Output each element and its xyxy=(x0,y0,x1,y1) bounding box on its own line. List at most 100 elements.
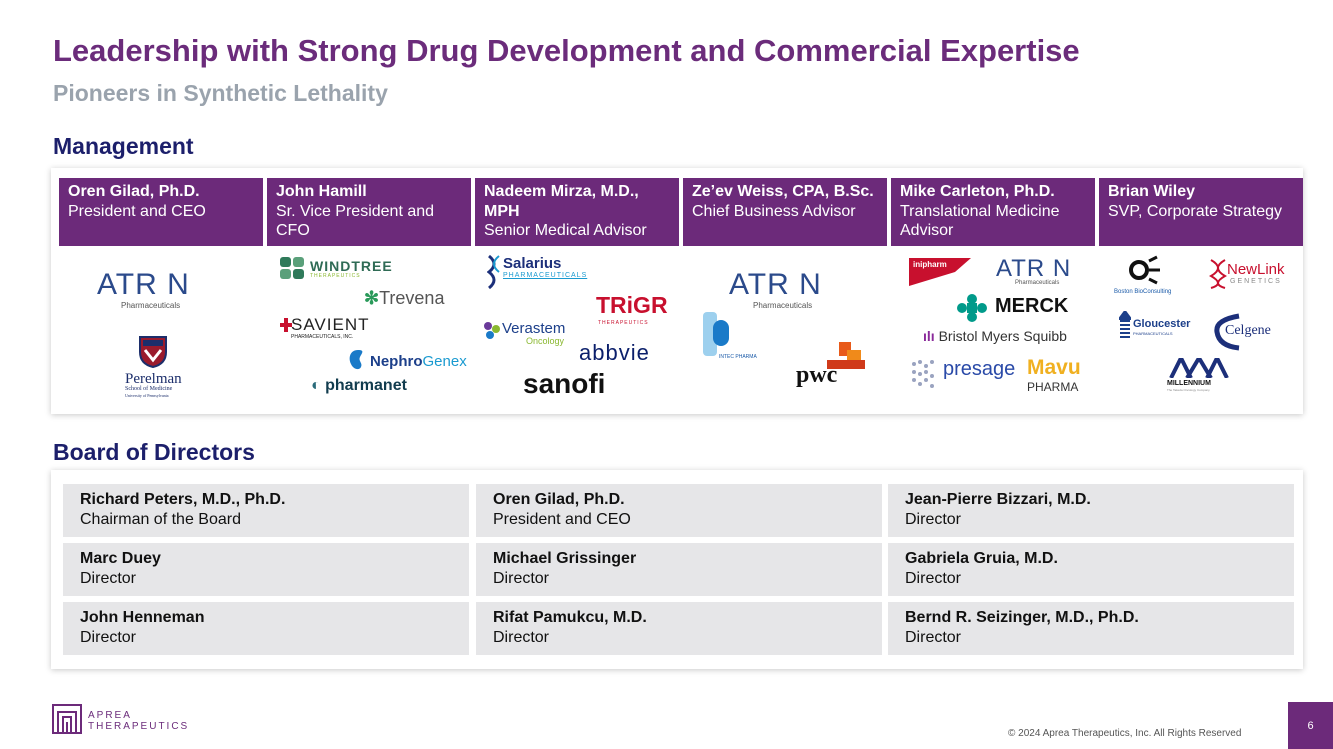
member-role: President and CEO xyxy=(493,511,631,528)
member-role: Chairman of the Board xyxy=(80,511,241,528)
company-logos: ATR N Pharmaceuticals Perelman School of… xyxy=(59,246,263,404)
page-subtitle: Pioneers in Synthetic Lethality xyxy=(53,80,388,106)
trevena-logo: ✻Trevena xyxy=(364,288,445,308)
page-title: Leadership with Strong Drug Development … xyxy=(53,33,1080,68)
management-card-header: John Hamill Sr. Vice President and CFO xyxy=(267,178,471,246)
verastem-logo-sub: Oncology xyxy=(526,336,565,346)
aprea-brand: APREA THERAPEUTICS xyxy=(88,710,189,732)
company-logos: inipharm ATR N Pharmaceuticals MERCK ılı… xyxy=(891,246,1095,404)
intec-pill-icon xyxy=(701,312,731,361)
trigr-logo-sub: THERAPEUTICS xyxy=(598,320,649,326)
member-name: Bernd R. Seizinger, M.D., Ph.D. xyxy=(905,609,1139,626)
board-member: Jean-Pierre Bizzari, M.D. Director xyxy=(888,484,1294,537)
penn-shield-icon xyxy=(139,336,167,373)
board-member: Michael Grissinger Director xyxy=(476,543,882,596)
perelman-logo: Perelman xyxy=(125,371,182,387)
atrin-logo-sub: Pharmaceuticals xyxy=(753,301,813,310)
windtree-logo: WINDTREE xyxy=(310,258,393,274)
savient-cross-icon xyxy=(280,318,292,337)
person-role: President and CEO xyxy=(68,202,206,220)
person-role: SVP, Corporate Strategy xyxy=(1108,202,1283,220)
board-member: Rifat Pamukcu, M.D. Director xyxy=(476,602,882,655)
salarius-logo: Salarius xyxy=(503,255,562,272)
gloucester-logo: Gloucester xyxy=(1133,318,1191,330)
person-role: Chief Business Advisor xyxy=(692,202,856,220)
aprea-brand-line2: THERAPEUTICS xyxy=(88,721,190,732)
board-panel: Richard Peters, M.D., Ph.D. Chairman of … xyxy=(51,470,1303,669)
member-name: Marc Duey xyxy=(80,550,161,567)
page-number: 6 xyxy=(1288,702,1333,749)
atrin-logo: ATR N xyxy=(97,268,190,301)
company-logos: Salarius PHARMACEUTICALS TRiGR THERAPEUT… xyxy=(475,246,679,404)
person-name: Oren Gilad, Ph.D. xyxy=(68,183,200,200)
management-card-header: Mike Carleton, Ph.D. Translational Medic… xyxy=(891,178,1095,246)
management-card-header: Ze’ev Weiss, CPA, B.Sc. Chief Business A… xyxy=(683,178,887,246)
pwc-logo: pwc xyxy=(796,362,838,388)
nephrogenex-logo-a: Nephro xyxy=(370,353,423,370)
management-card-header: Nadeem Mirza, M.D., MPH Senior Medical A… xyxy=(475,178,679,246)
board-member: Oren Gilad, Ph.D. President and CEO xyxy=(476,484,882,537)
board-member: Bernd R. Seizinger, M.D., Ph.D. Director xyxy=(888,602,1294,655)
company-logos: ATR N Pharmaceuticals INTEC PHARMA pwc xyxy=(683,246,887,404)
management-card: Nadeem Mirza, M.D., MPH Senior Medical A… xyxy=(475,178,679,404)
millennium-logo: MILLENNIUM xyxy=(1167,380,1211,387)
atrin-logo-sub: Pharmaceuticals xyxy=(121,301,181,310)
member-name: Michael Grissinger xyxy=(493,550,637,567)
management-panel: Oren Gilad, Ph.D. President and CEO ATR … xyxy=(51,168,1303,414)
person-name: Brian Wiley xyxy=(1108,183,1195,200)
savient-logo: SAVIENT xyxy=(291,315,370,334)
inipharm-logo: inipharm xyxy=(913,260,947,269)
atrin-logo: ATR N xyxy=(729,268,822,301)
bms-logo: ılı Bristol Myers Squibb xyxy=(923,328,1067,344)
copyright-text: © 2024 Aprea Therapeutics, Inc. All Righ… xyxy=(1008,728,1242,739)
person-name: Mike Carleton, Ph.D. xyxy=(900,183,1055,200)
pwc-blocks-icon xyxy=(827,342,867,375)
member-name: Jean-Pierre Bizzari, M.D. xyxy=(905,491,1091,508)
member-role: Director xyxy=(80,570,137,587)
board-member: Gabriela Gruia, M.D. Director xyxy=(888,543,1294,596)
member-role: Director xyxy=(905,629,962,646)
salarius-logo-sub: PHARMACEUTICALS xyxy=(503,272,588,279)
newlink-dna-icon xyxy=(1208,258,1228,295)
management-card: Brian Wiley SVP, Corporate Strategy Bost… xyxy=(1099,178,1303,404)
intec-logo: INTEC PHARMA xyxy=(719,354,757,360)
member-role: Director xyxy=(493,570,550,587)
atrin-logo-sub: Pharmaceuticals xyxy=(1015,280,1060,286)
management-card: Ze’ev Weiss, CPA, B.Sc. Chief Business A… xyxy=(683,178,887,404)
newlink-logo: NewLink xyxy=(1227,261,1285,278)
sanofi-logo: sanofi xyxy=(523,368,606,399)
management-card-header: Oren Gilad, Ph.D. President and CEO xyxy=(59,178,263,246)
gloucester-icon xyxy=(1117,309,1133,344)
perelman-logo-sub2: University of Pennsylvania xyxy=(125,393,169,398)
board-member: Richard Peters, M.D., Ph.D. Chairman of … xyxy=(63,484,469,537)
atrin-logo: ATR N xyxy=(996,255,1072,282)
nephrogenex-logo: NephroGenex xyxy=(370,353,467,370)
merck-icon xyxy=(957,294,987,327)
merck-logo: MERCK xyxy=(995,295,1069,317)
board-member: Marc Duey Director xyxy=(63,543,469,596)
aprea-brand-line1: APREA xyxy=(88,710,132,721)
celgene-logo: Celgene xyxy=(1225,323,1271,338)
board-member: John Henneman Director xyxy=(63,602,469,655)
verastem-icon xyxy=(483,320,501,345)
member-name: John Henneman xyxy=(80,609,205,626)
boston-bioconsulting-icon xyxy=(1129,255,1161,290)
boston-bioconsulting-logo: Boston BioConsulting xyxy=(1114,289,1172,295)
person-role: Sr. Vice President and CFO xyxy=(276,202,435,240)
mavu-logo: Mavu xyxy=(1027,356,1081,379)
person-name: John Hamill xyxy=(276,183,367,200)
gloucester-logo-sub: PHARMACEUTICALS xyxy=(1133,331,1173,336)
millennium-icon xyxy=(1169,353,1229,383)
management-card-header: Brian Wiley SVP, Corporate Strategy xyxy=(1099,178,1303,246)
management-card: Mike Carleton, Ph.D. Translational Medic… xyxy=(891,178,1095,404)
member-role: Director xyxy=(493,629,550,646)
management-card: John Hamill Sr. Vice President and CFO W… xyxy=(267,178,471,404)
savient-logo-sub: PHARMACEUTICALS, INC. xyxy=(291,334,354,340)
aprea-logo-icon xyxy=(52,704,82,739)
management-card: Oren Gilad, Ph.D. President and CEO ATR … xyxy=(59,178,263,404)
trevena-logo-text: Trevena xyxy=(379,288,445,308)
member-role: Director xyxy=(80,629,137,646)
millennium-logo-sub: The Takeda Oncology Company xyxy=(1167,388,1210,392)
member-name: Gabriela Gruia, M.D. xyxy=(905,550,1058,567)
salarius-helix-icon xyxy=(486,254,501,295)
